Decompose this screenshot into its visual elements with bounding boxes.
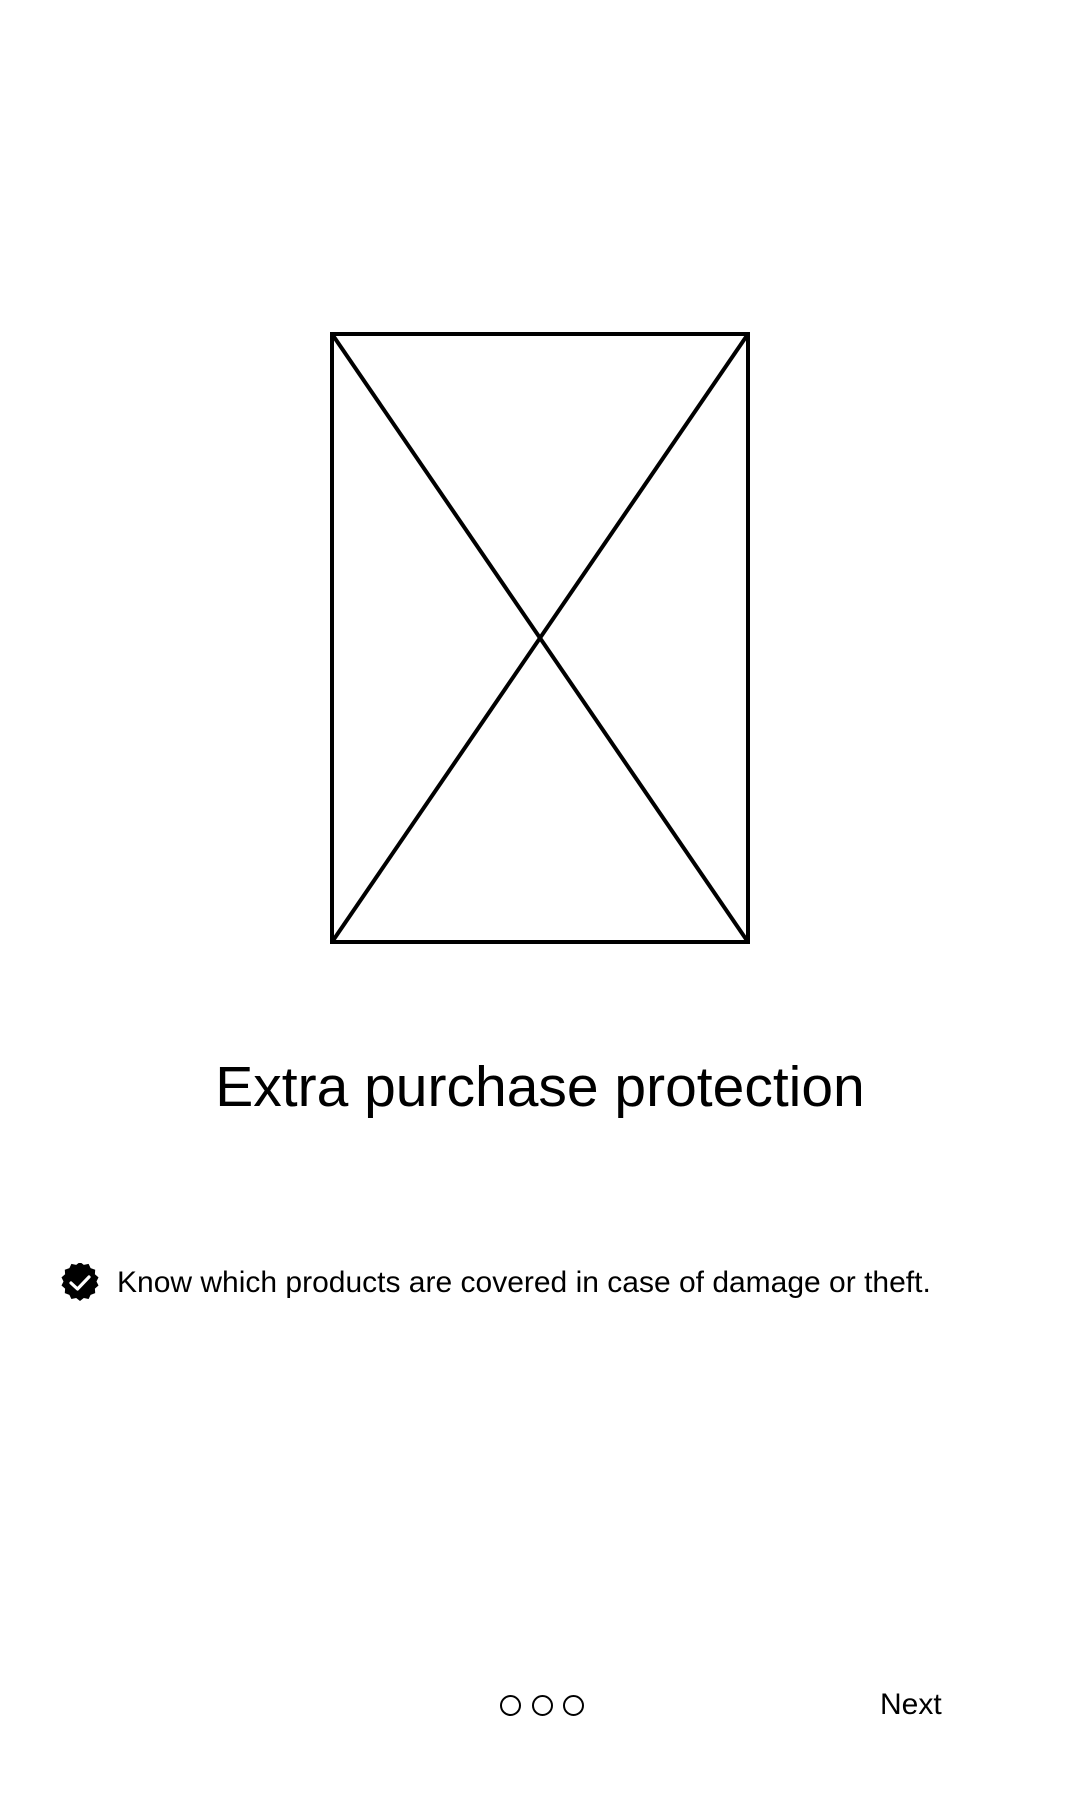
next-button[interactable]: Next	[880, 1680, 1010, 1730]
page-title: Extra purchase protection	[215, 1055, 865, 1119]
image-placeholder-icon	[330, 332, 750, 944]
feature-item: Know which products are covered in case …	[60, 1255, 1040, 1311]
check-circle-icon	[60, 1263, 100, 1303]
page-indicator	[500, 1692, 584, 1718]
page-dot-1[interactable]	[500, 1694, 521, 1716]
page-dot-2[interactable]	[531, 1694, 553, 1716]
feature-text: Know which products are covered in case …	[117, 1266, 931, 1299]
page-dot-3[interactable]	[563, 1694, 584, 1716]
